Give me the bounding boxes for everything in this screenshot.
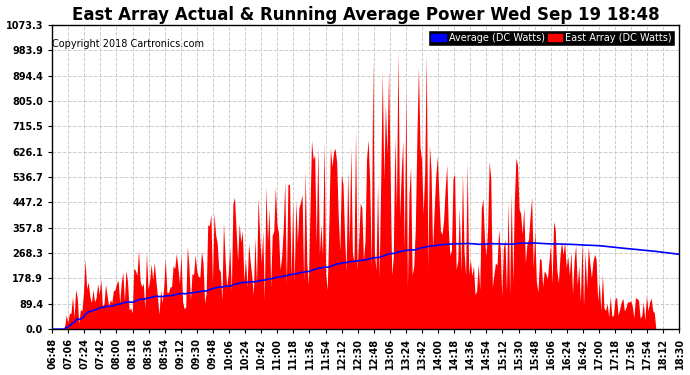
- Title: East Array Actual & Running Average Power Wed Sep 19 18:48: East Array Actual & Running Average Powe…: [72, 6, 660, 24]
- Legend: Average (DC Watts), East Array (DC Watts): Average (DC Watts), East Array (DC Watts…: [428, 30, 675, 46]
- Text: Copyright 2018 Cartronics.com: Copyright 2018 Cartronics.com: [52, 39, 204, 50]
